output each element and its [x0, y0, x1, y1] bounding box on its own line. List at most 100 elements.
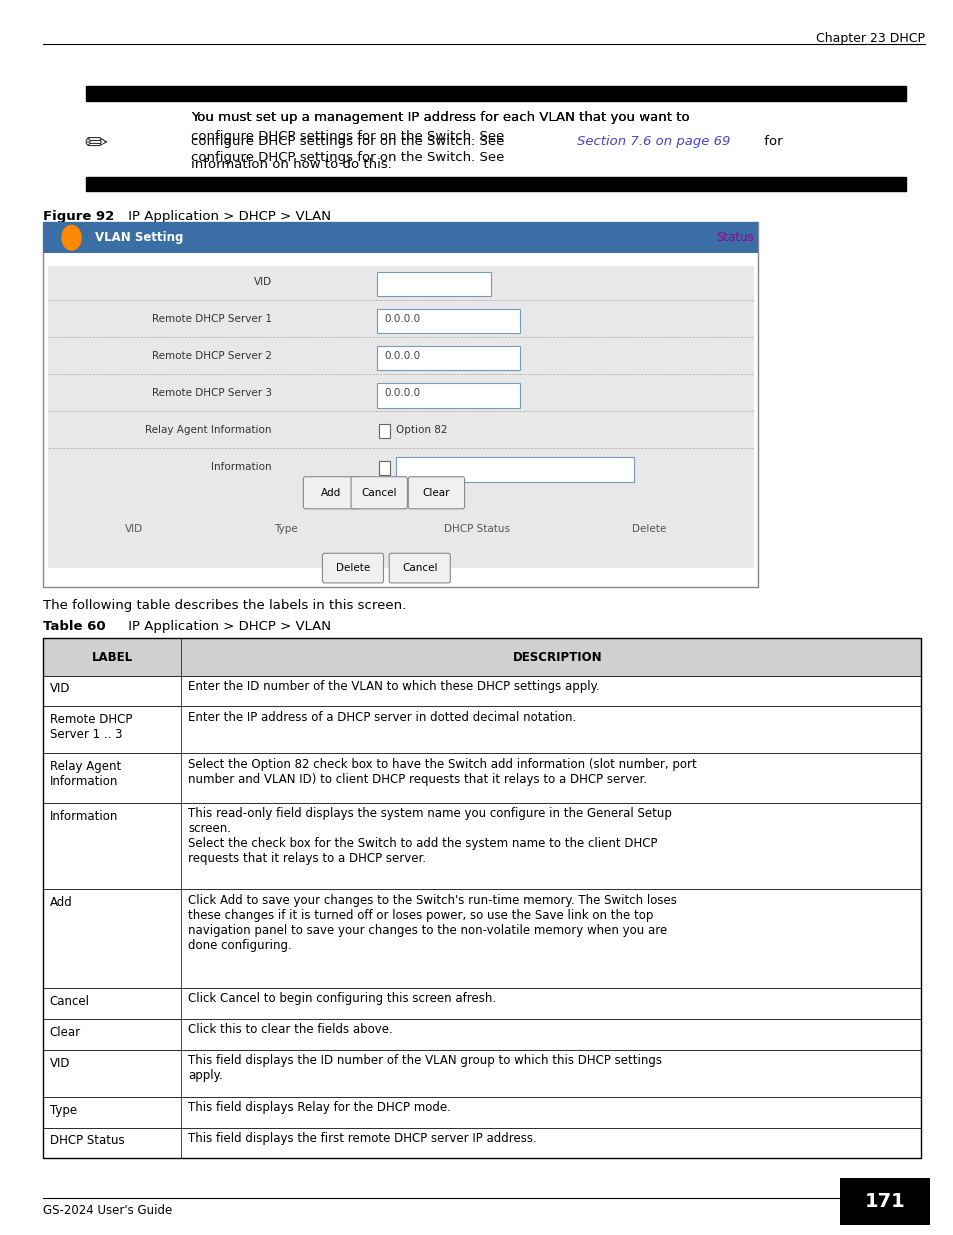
FancyBboxPatch shape [351, 477, 407, 509]
Bar [43, 638, 181, 676]
Text: Type: Type [50, 1104, 76, 1116]
Text: LABEL: LABEL [91, 651, 132, 663]
Text: This field displays the ID number of the VLAN group to which this DHCP settings
: This field displays the ID number of the… [188, 1055, 661, 1082]
Text: Table 60: Table 60 [43, 620, 106, 634]
Text: Click this to clear the fields above.: Click this to clear the fields above. [188, 1023, 393, 1036]
Text: IP Application > DHCP > VLAN: IP Application > DHCP > VLAN [124, 620, 331, 634]
Text: VID: VID [50, 1057, 70, 1070]
Bar [43, 753, 920, 803]
Text: Click Cancel to begin configuring this screen afresh.: Click Cancel to begin configuring this s… [188, 993, 496, 1005]
Bar [43, 1128, 920, 1158]
Bar [43, 803, 920, 889]
Text: Type: Type [274, 524, 297, 534]
Text: IP Application > DHCP > VLAN: IP Application > DHCP > VLAN [124, 210, 331, 224]
Text: Information: Information [211, 462, 272, 472]
Bar [376, 272, 491, 296]
Text: Remote DHCP
Server 1 .. 3: Remote DHCP Server 1 .. 3 [50, 714, 132, 741]
Text: 0.0.0.0: 0.0.0.0 [384, 388, 420, 398]
Bar [43, 1050, 920, 1097]
Bar [43, 1097, 181, 1128]
FancyBboxPatch shape [322, 553, 383, 583]
Text: Clear: Clear [422, 488, 449, 498]
Text: Remote DHCP Server 1: Remote DHCP Server 1 [152, 314, 272, 324]
Text: Cancel: Cancel [50, 995, 90, 1008]
Bar [86, 177, 905, 191]
Bar [43, 638, 920, 676]
Text: information on how to do this.: information on how to do this. [191, 158, 392, 172]
Text: Clear: Clear [50, 1026, 81, 1039]
Bar [86, 86, 905, 101]
Bar [43, 1050, 181, 1097]
Bar [378, 461, 390, 475]
Circle shape [62, 225, 81, 249]
Bar [43, 676, 181, 706]
Bar [43, 706, 920, 753]
FancyBboxPatch shape [408, 477, 464, 509]
Text: Add: Add [50, 897, 72, 909]
Text: Figure 92: Figure 92 [43, 210, 114, 224]
Text: Option 82: Option 82 [395, 425, 447, 435]
Text: Enter the ID number of the VLAN to which these DHCP settings apply.: Enter the ID number of the VLAN to which… [188, 679, 599, 693]
Text: Delete: Delete [335, 563, 370, 573]
Text: VID: VID [50, 683, 70, 695]
Bar [48, 266, 753, 556]
Bar [43, 638, 920, 1158]
Text: Remote DHCP Server 3: Remote DHCP Server 3 [152, 388, 272, 398]
Bar [43, 706, 181, 753]
Bar [378, 424, 390, 438]
Text: DHCP Status: DHCP Status [443, 524, 510, 534]
Text: configure DHCP settings for on the Switch. See: configure DHCP settings for on the Switc… [191, 135, 508, 148]
Text: Select the Option 82 check box to have the Switch add information (slot number, : Select the Option 82 check box to have t… [188, 758, 696, 785]
Text: VLAN Setting: VLAN Setting [95, 231, 184, 245]
Text: This field displays Relay for the DHCP mode.: This field displays Relay for the DHCP m… [188, 1102, 451, 1114]
Text: This read-only field displays the system name you configure in the General Setup: This read-only field displays the system… [188, 808, 671, 864]
Text: 0.0.0.0: 0.0.0.0 [384, 351, 420, 361]
Text: for: for [760, 135, 782, 148]
Text: This field displays the first remote DHCP server IP address.: This field displays the first remote DHC… [188, 1132, 537, 1145]
Bar [43, 1019, 920, 1050]
Bar [43, 889, 181, 988]
Text: Cancel: Cancel [401, 563, 437, 573]
Text: VID: VID [125, 524, 142, 534]
Text: You must set up a management IP address for each VLAN that you want to: You must set up a management IP address … [191, 111, 689, 125]
Text: Click Add to save your changes to the Switch's run-time memory. The Switch loses: Click Add to save your changes to the Sw… [188, 894, 676, 951]
Text: Chapter 23 DHCP: Chapter 23 DHCP [816, 32, 924, 46]
Bar [43, 222, 758, 587]
Text: Remote DHCP Server 2: Remote DHCP Server 2 [152, 351, 272, 361]
Bar [43, 222, 758, 253]
Text: ✏: ✏ [84, 130, 107, 158]
Bar [43, 889, 920, 988]
Bar [43, 1128, 181, 1158]
Text: 171: 171 [864, 1192, 904, 1212]
Text: Relay Agent
Information: Relay Agent Information [50, 761, 121, 788]
Bar [43, 988, 181, 1019]
Text: Cancel: Cancel [360, 488, 396, 498]
Bar [839, 1178, 929, 1225]
Text: configure DHCP settings for on the Switch. See: configure DHCP settings for on the Switc… [191, 151, 508, 164]
Bar [43, 753, 181, 803]
Text: DESCRIPTION: DESCRIPTION [513, 651, 601, 663]
Text: You must set up a management IP address for each VLAN that you want to
configure: You must set up a management IP address … [191, 111, 689, 143]
FancyBboxPatch shape [303, 477, 359, 509]
Text: DHCP Status: DHCP Status [50, 1135, 124, 1147]
Bar [376, 383, 519, 408]
Bar [48, 506, 753, 568]
Bar [43, 676, 920, 706]
Text: GS-2024 User's Guide: GS-2024 User's Guide [43, 1204, 172, 1218]
Text: Section 7.6 on page 69: Section 7.6 on page 69 [577, 135, 730, 148]
Bar [43, 1019, 181, 1050]
Text: Relay Agent Information: Relay Agent Information [145, 425, 272, 435]
Text: VID: VID [253, 277, 272, 287]
FancyBboxPatch shape [389, 553, 450, 583]
Bar [43, 988, 920, 1019]
Bar [43, 1097, 920, 1128]
Text: Status: Status [715, 231, 753, 245]
Text: Delete: Delete [631, 524, 665, 534]
Text: The following table describes the labels in this screen.: The following table describes the labels… [43, 599, 406, 613]
Bar [43, 803, 181, 889]
Text: Add: Add [320, 488, 341, 498]
Bar [376, 309, 519, 333]
Text: Enter the IP address of a DHCP server in dotted decimal notation.: Enter the IP address of a DHCP server in… [188, 711, 576, 724]
Bar [376, 346, 519, 370]
Text: Information: Information [50, 810, 118, 823]
